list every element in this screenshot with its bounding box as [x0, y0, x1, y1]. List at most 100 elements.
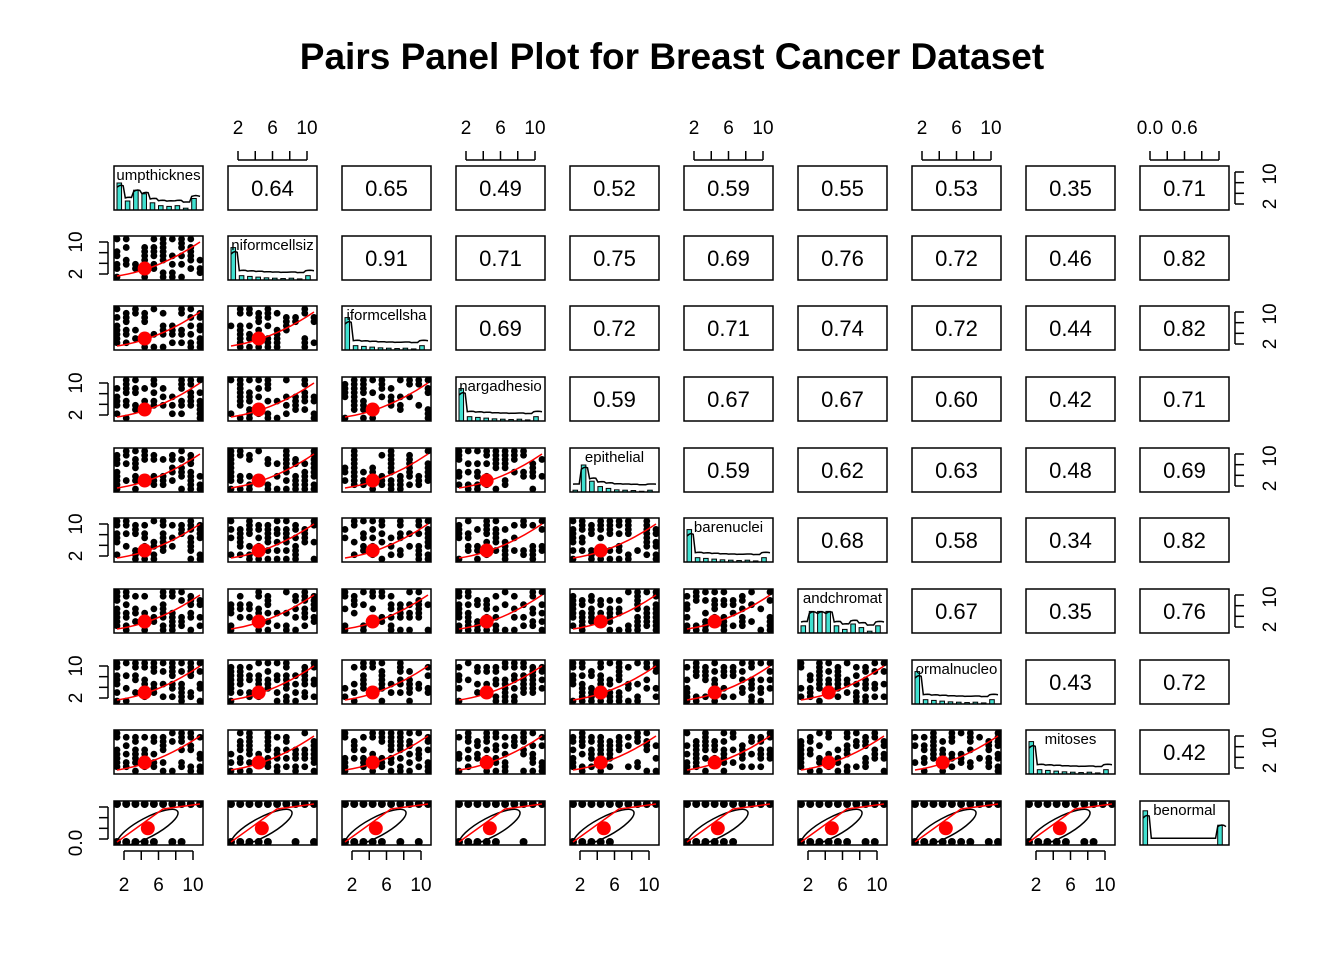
left-tick-label: 10: [66, 513, 87, 534]
data-point: [966, 801, 975, 808]
right-tick-label: 2: [1260, 622, 1281, 633]
panel-1-3: 0.71: [455, 235, 546, 281]
data-point: [187, 236, 195, 243]
data-point: [976, 754, 983, 762]
data-point: [178, 456, 185, 463]
data-point: [273, 547, 281, 554]
data-point: [766, 589, 773, 596]
centroid: [938, 821, 953, 836]
data-point: [369, 660, 377, 667]
data-point: [424, 460, 431, 468]
data-point: [966, 730, 974, 737]
data-point: [406, 767, 413, 774]
panel-7-4: [569, 659, 660, 705]
left-tick-label: 10: [66, 231, 87, 252]
data-point: [114, 730, 121, 737]
data-point: [342, 605, 349, 613]
loess-smooth: [458, 803, 543, 843]
correlation-value: 0.55: [821, 176, 864, 201]
data-point: [816, 767, 823, 774]
data-point: [615, 801, 624, 808]
scatter-frame: [683, 588, 774, 634]
loess-smooth: [344, 523, 429, 559]
data-point: [510, 801, 519, 808]
data-point: [491, 838, 500, 845]
data-point: [702, 663, 709, 671]
data-point: [246, 343, 253, 350]
scatter-frame: [683, 729, 774, 775]
data-point: [729, 801, 738, 808]
data-point: [264, 676, 272, 684]
density-curve: [572, 466, 657, 486]
correlation-value: 0.42: [1163, 740, 1206, 765]
data-point: [624, 551, 632, 559]
data-point: [292, 626, 299, 633]
data-point: [424, 672, 431, 680]
left-tick-label: 2: [66, 693, 87, 704]
data-point: [282, 660, 290, 667]
data-point: [273, 309, 281, 317]
data-point: [122, 309, 130, 317]
data-point: [474, 750, 481, 758]
data-point: [264, 377, 272, 384]
data-point: [114, 801, 121, 808]
data-point: [292, 542, 299, 550]
data-point: [396, 689, 404, 696]
correlation-value: 0.35: [1049, 176, 1092, 201]
data-point: [246, 663, 253, 671]
bottom-tick-label: 10: [182, 875, 203, 896]
data-point: [132, 456, 139, 463]
scatter-area: [228, 448, 317, 492]
data-point: [825, 668, 833, 675]
data-point: [132, 605, 139, 613]
correlation-value: 0.69: [707, 246, 750, 271]
data-point: [912, 801, 919, 808]
data-point: [196, 551, 203, 559]
correlation-value: 0.82: [1163, 246, 1206, 271]
scatter-area: [342, 377, 431, 421]
data-point: [843, 763, 851, 771]
data-point: [141, 448, 149, 455]
data-point: [159, 385, 167, 392]
data-point: [178, 306, 185, 313]
data-point: [415, 530, 423, 538]
data-point: [132, 521, 139, 529]
histogram-area: [800, 610, 885, 633]
data-point: [643, 730, 651, 737]
data-point: [360, 589, 367, 596]
data-point: [168, 589, 176, 596]
data-point: [150, 389, 158, 397]
data-point: [273, 763, 281, 771]
loess-smooth: [572, 523, 657, 559]
scatter-frame: [113, 729, 204, 775]
data-point: [643, 660, 651, 667]
data-point: [570, 547, 577, 554]
correlation-value: 0.43: [1049, 670, 1092, 695]
data-point: [482, 801, 491, 808]
data-point: [798, 738, 805, 745]
data-point: [264, 322, 272, 330]
top-tick-label: 10: [752, 118, 773, 139]
data-point: [114, 260, 121, 268]
data-point: [141, 746, 149, 754]
data-point: [684, 801, 691, 808]
data-point: [597, 733, 605, 741]
data-point: [578, 750, 586, 758]
data-point: [852, 672, 860, 680]
correlation-value: 0.76: [1163, 599, 1206, 624]
data-point: [350, 689, 358, 696]
data-point: [852, 663, 860, 671]
data-point: [738, 801, 747, 808]
panel-7-6: [797, 659, 888, 705]
data-point: [360, 733, 367, 741]
correlation-value: 0.75: [593, 246, 636, 271]
correlation-ellipse: [1028, 808, 1091, 845]
scatter-frame: [341, 517, 432, 563]
data-point: [492, 622, 500, 630]
centroid: [137, 261, 152, 276]
data-point: [141, 521, 149, 529]
histogram-area: [116, 182, 201, 210]
data-point: [132, 326, 139, 334]
data-point: [862, 663, 869, 671]
